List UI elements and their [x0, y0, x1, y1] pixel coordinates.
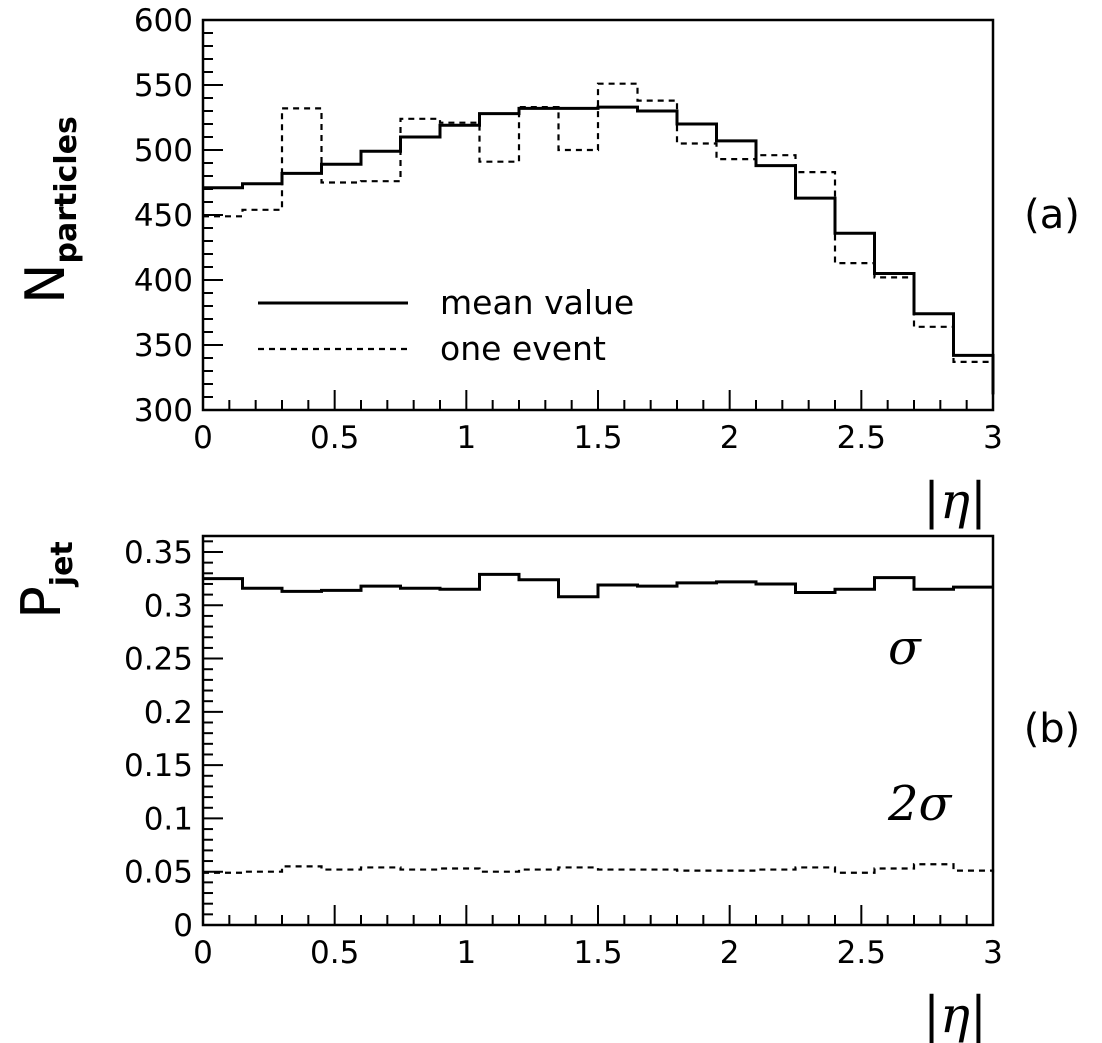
x-tick-label: 2.5 — [837, 935, 886, 971]
panel-a-y-tick-labels: 300 350 400 450 500 550 600 — [134, 3, 193, 429]
x-tick-label: 0.5 — [310, 420, 359, 456]
svg-text:Nparticles: Nparticles — [14, 116, 84, 304]
y-tick-label: 400 — [134, 263, 193, 299]
x-tick-label: 0 — [193, 935, 213, 971]
panel-b-frame — [201, 534, 995, 927]
ylabel-main: N — [14, 264, 77, 304]
panel-a-ticks — [202, 19, 994, 411]
ylabel-sub: jet — [45, 541, 80, 587]
x-tick-label: 2.5 — [837, 420, 886, 456]
y-tick-label: 450 — [134, 198, 193, 234]
y-tick-label: 0.25 — [124, 642, 193, 678]
panel-b-histogram: 0 0.05 0.1 0.15 0.2 0.25 0.3 0.35 0 0.5 1 1.5 2 2.5 3… — [10, 534, 1081, 1043]
y-tick-label: 0.3 — [144, 588, 193, 624]
panel-a-x-tick-labels: 0 0.5 1 1.5 2 2.5 3 — [193, 420, 1003, 456]
series-mean-value-step — [203, 105, 995, 395]
panel-a-y-axis-label: Nparticles — [14, 116, 84, 304]
panel-a-tag: (a) — [1024, 192, 1080, 238]
x-tick-label: 1 — [456, 420, 476, 456]
y-tick-label: 500 — [134, 133, 193, 169]
ylabel-main: P — [10, 586, 73, 619]
y-tick-label: 550 — [134, 68, 193, 104]
x-tick-label: 2 — [720, 420, 740, 456]
y-tick-label: 0 — [173, 908, 193, 944]
annotation-sigma: σ — [888, 620, 922, 676]
x-tick-label: 2 — [720, 935, 740, 971]
panel-b-tag: (b) — [1024, 706, 1081, 752]
y-tick-label: 350 — [134, 328, 193, 364]
x-tick-label: 1 — [456, 935, 476, 971]
series-one-event-step — [203, 82, 995, 374]
y-tick-label: 0.15 — [124, 748, 193, 784]
panel-b-y-tick-labels: 0 0.05 0.1 0.15 0.2 0.25 0.3 0.35 — [124, 535, 193, 944]
svg-text:Pjet: Pjet — [10, 541, 80, 619]
panel-b-x-tick-labels: 0 0.5 1 1.5 2 2.5 3 — [193, 935, 1003, 971]
y-tick-label: 0.2 — [144, 695, 193, 731]
annotation-2sigma: 2σ — [887, 776, 953, 832]
panel-a-histogram: 300 350 400 450 500 550 600 0 0.5 1 1.5 2 2.5 3 Npar… — [14, 3, 1080, 530]
legend: mean value one event — [258, 283, 634, 368]
y-tick-label: 0.05 — [124, 855, 193, 891]
x-tick-label: 3 — [983, 935, 1003, 971]
panel-b-x-axis-label: |η| — [923, 986, 987, 1043]
ylabel-sub: particles — [49, 116, 84, 263]
series-sigma-step — [203, 572, 993, 599]
legend-label-mean-value: mean value — [440, 283, 634, 322]
y-tick-label: 0.35 — [124, 535, 193, 571]
panel-a-x-axis-label: |η| — [923, 472, 987, 530]
x-tick-label: 1.5 — [573, 420, 622, 456]
x-tick-label: 3 — [983, 420, 1003, 456]
x-tick-label: 0 — [193, 420, 213, 456]
x-tick-label: 1.5 — [573, 935, 622, 971]
x-tick-label: 0.5 — [310, 935, 359, 971]
y-tick-label: 600 — [134, 3, 193, 39]
legend-label-one-event: one event — [440, 329, 606, 368]
series-2sigma-step — [203, 863, 995, 874]
y-tick-label: 300 — [134, 393, 193, 429]
panel-a-frame — [201, 18, 995, 412]
y-tick-label: 0.1 — [144, 801, 193, 837]
panel-b-y-axis-label: Pjet — [10, 541, 80, 619]
